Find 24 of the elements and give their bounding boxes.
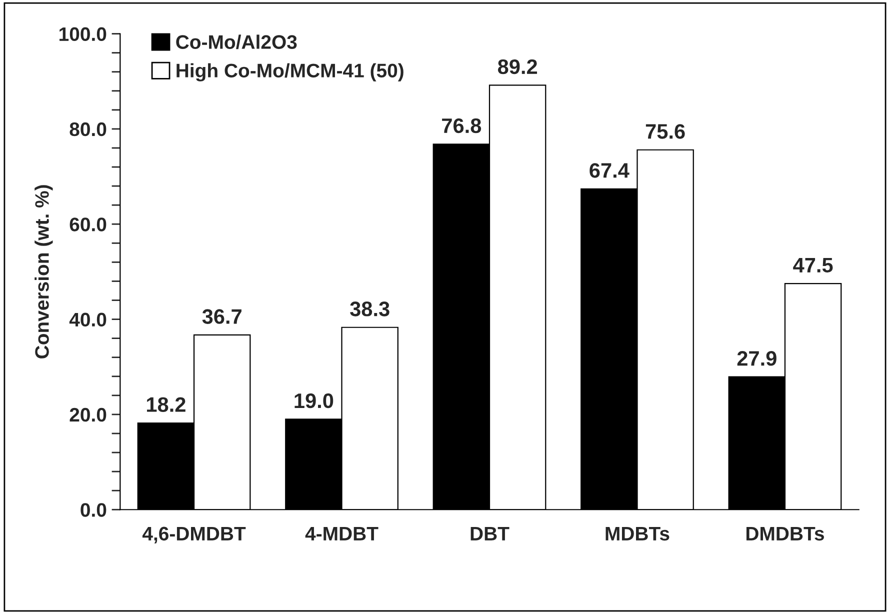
y-tick-label: 60.0: [70, 218, 106, 232]
x-tick-label: DMDBTs: [746, 527, 824, 541]
data-label: 19.0: [294, 393, 334, 408]
data-label: 18.2: [146, 397, 186, 412]
data-label: 47.5: [793, 258, 833, 273]
y-tick-label: 20.0: [70, 408, 106, 422]
x-tick-label: MDBTs: [606, 527, 670, 541]
data-label: 36.7: [202, 309, 242, 324]
y-tick-label: 0.0: [80, 503, 106, 517]
x-tick-label: DBT: [470, 527, 510, 540]
y-tick-label: 80.0: [70, 122, 106, 136]
data-label: 27.9: [737, 351, 776, 366]
x-tick-label: 4-MDBT: [305, 527, 378, 540]
legend-label: High Co-Mo/MCM-41 (50): [176, 63, 404, 82]
data-label: 75.6: [646, 124, 685, 139]
y-tick-label: 100.0: [60, 27, 106, 42]
y-axis-title: Conversion (wt. %): [34, 185, 53, 358]
data-label: 76.8: [442, 118, 482, 134]
x-tick-label: 4,6-DMDBT: [142, 526, 246, 544]
data-label: 38.3: [350, 302, 390, 316]
data-label: 67.4: [590, 163, 630, 178]
data-label: 89.2: [498, 59, 538, 74]
legend-label: Co-Mo/Al2O3: [176, 34, 297, 50]
y-tick-label: 40.0: [69, 312, 106, 327]
